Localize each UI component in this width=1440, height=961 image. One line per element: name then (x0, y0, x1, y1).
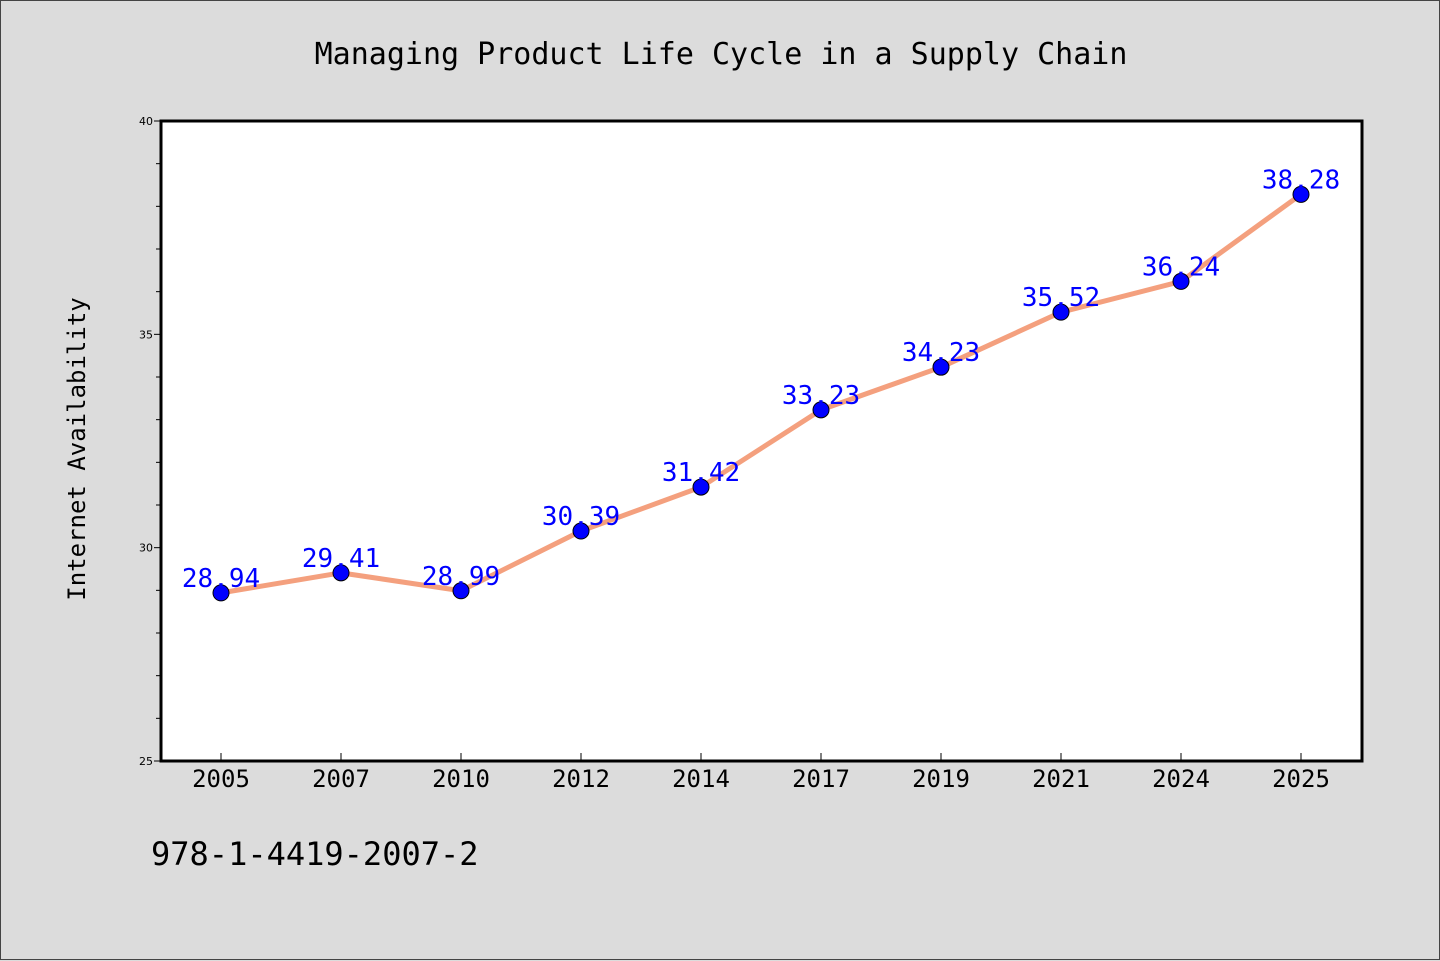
y-axis: 25 30 35 40 (139, 115, 161, 768)
x-tick-label: 2014 (672, 765, 730, 793)
x-tick-label: 2021 (1032, 765, 1090, 793)
data-point (692, 478, 710, 496)
x-tick-label: 2017 (792, 765, 850, 793)
series-line (218, 191, 1304, 596)
plot-area (159, 119, 1364, 763)
x-tick-label: 2025 (1272, 765, 1330, 793)
data-labels: 28.94 29.41 28.99 30.39 31.42 33.23 34.23 35.52… (182, 165, 1340, 594)
data-point (572, 522, 590, 540)
x-tick-label: 2024 (1152, 765, 1210, 793)
footnote-isbn: 978-1-4419-2007-2 (151, 835, 479, 873)
y-axis-label: Internet Availability (63, 297, 91, 600)
data-point (332, 564, 350, 582)
data-point (932, 358, 950, 376)
data-label: 35.52 (1022, 283, 1100, 313)
y-tick-label: 30 (139, 542, 153, 555)
x-axis: 2005 2007 2010 2012 2014 2017 2019 2021 2024 2025 (192, 753, 1330, 793)
y-tick-label: 35 (139, 328, 153, 341)
y-tick-label: 40 (139, 115, 153, 128)
x-tick-label: 2010 (432, 765, 490, 793)
data-label: 29.41 (302, 544, 380, 574)
data-label: 28.94 (182, 564, 260, 594)
x-tick-label: 2019 (912, 765, 970, 793)
chart-title: Managing Product Life Cycle in a Supply … (315, 37, 1128, 72)
data-label: 33.23 (782, 381, 860, 411)
x-tick-label: 2007 (312, 765, 370, 793)
data-point (1292, 185, 1310, 203)
data-point (212, 584, 230, 602)
x-tick-label: 2005 (192, 765, 250, 793)
y-tick-label: 25 (139, 755, 153, 768)
data-point (1052, 303, 1070, 321)
x-tick-label: 2012 (552, 765, 610, 793)
data-point (1172, 272, 1190, 290)
data-label: 30.39 (542, 502, 620, 532)
data-label: 36.24 (1142, 252, 1220, 282)
data-point (812, 401, 830, 419)
data-label: 31.42 (662, 458, 740, 488)
series-group (212, 185, 1310, 602)
data-label: 34.23 (902, 338, 980, 368)
data-label: 28.99 (422, 562, 500, 592)
data-point (452, 582, 470, 600)
data-label: 38.28 (1262, 165, 1340, 195)
